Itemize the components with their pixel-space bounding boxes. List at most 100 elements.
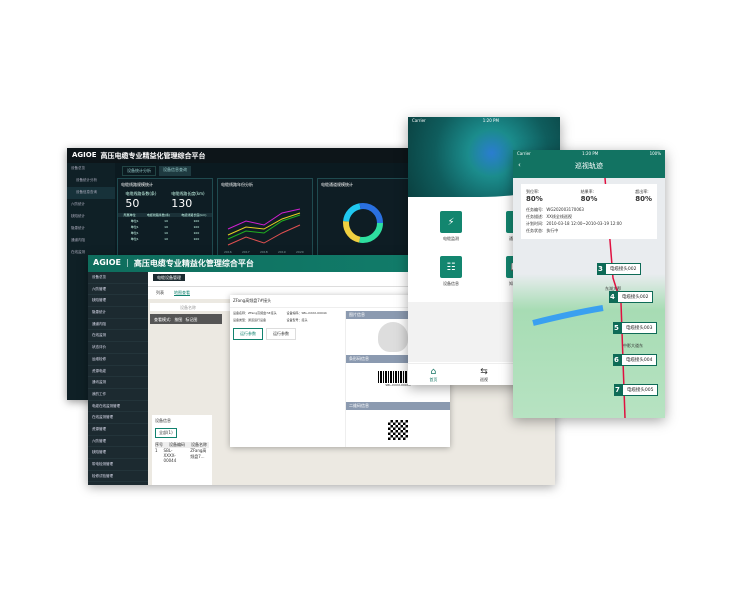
series-line [227, 224, 301, 246]
sidebar-item[interactable]: 资源管理 [88, 424, 148, 436]
series-line [227, 212, 301, 236]
sidebar-item[interactable]: 缺陷管理 [88, 295, 148, 308]
table-row: 单位1 10 100 [130, 225, 200, 229]
section-title: 二维码信息 [346, 402, 450, 410]
sidebar-item[interactable]: 资源电缆 [88, 366, 148, 378]
place-label: 中影大道东 [623, 343, 643, 348]
sidebar-item[interactable]: 隐患统计 [88, 307, 148, 319]
sidebar-item[interactable]: 隐患统计 [71, 226, 85, 230]
info-row: 任务描述: XX线全线巡视 [526, 214, 572, 219]
sidebar-item[interactable]: 通道内阻 [71, 238, 85, 242]
checkpoint-marker[interactable]: 4 电缆接头002 [609, 291, 654, 303]
sidebar-item[interactable]: 设备信息查询 [67, 187, 115, 199]
panel-title: 电缆通道规模统计 [321, 182, 353, 187]
filter-button[interactable]: 全部(1) [155, 428, 177, 438]
tile-button[interactable]: ☷ 设备信息 [418, 256, 484, 287]
mode-label: 查看模式: [154, 317, 172, 322]
sidebar-item[interactable]: 电缆在线监测管理 [88, 401, 148, 413]
checkpoint-marker[interactable]: 7 电缆接头005 [614, 384, 659, 396]
app-title: 高压电缆专业精益化管理综合平台 [133, 259, 254, 268]
info-row: 任务状态: 执行中 [526, 228, 559, 233]
back-icon[interactable]: ‹ [518, 161, 521, 169]
sidebar-item[interactable]: 设备统计分析 [76, 178, 97, 182]
sidebar-item[interactable]: 在线监测 [88, 330, 148, 343]
section-title: 图片信息 [346, 311, 450, 319]
map[interactable]: 到位率: 80% 结果率: 80% 超出率: 80% 任务编号: WG20200317006… [513, 178, 665, 418]
line-chart: 2016 2017 2018 2019 2020 [224, 208, 304, 254]
sidebar-item[interactable]: 缺陷管理 [88, 447, 148, 459]
series-line [227, 214, 301, 240]
panel-title: 电缆线路年份分析 [221, 182, 253, 187]
sidebar-item[interactable]: 我的工作 [88, 389, 148, 401]
stat: 超出率: 80% [635, 189, 652, 203]
nav-item[interactable]: ⌂ 首页 [429, 367, 438, 382]
tab-device-management[interactable]: 电缆设备管理 [153, 274, 185, 281]
info-row: 任务编号: WG202003170063 [526, 207, 584, 212]
camera-image [378, 322, 408, 352]
sidebar-item[interactable]: 在线监测 [71, 250, 85, 254]
tab-params-2[interactable]: 运行参数 [266, 328, 296, 340]
stat-value: 50 [125, 197, 140, 210]
info-row: 计划时间: 2010-03-18 12:00~2010-03-19 12:00 [526, 221, 622, 226]
table-row: 单位1 10 100 [130, 219, 200, 223]
sidebar-item[interactable]: 六防管理 [88, 284, 148, 296]
panel-title: 设备信息 [155, 418, 171, 423]
dashboard-header: AGIOE 高压电缆专业精益化管理综合平台 [67, 148, 412, 163]
patrol-icon: ⇆ [480, 367, 488, 377]
channel-scale-panel: 电缆通道规模统计 [317, 178, 412, 256]
logo: AGIOE [72, 151, 97, 159]
sidebar-item[interactable]: 状态评价 [88, 342, 148, 354]
stat: 结果率: 80% [580, 189, 598, 203]
checkpoint-marker[interactable]: 5 电缆接头003 [613, 322, 658, 334]
sidebar-item[interactable]: 通道内阻 [88, 319, 148, 331]
tab[interactable]: 设备统计分析 [122, 166, 156, 176]
table-row: 单位1 10 100 [130, 231, 200, 235]
sidebar-item[interactable]: 六防统计 [71, 202, 85, 206]
checkpoint-marker[interactable]: 6 电缆接头004 [613, 354, 658, 366]
subtab-map[interactable]: 地图查看 [174, 290, 190, 296]
device-list-panel: 设备信息 全部(1) 序号 设备编码 设备名称 1 SBL-XXXX-00044 ZFa… [152, 415, 212, 485]
table-header: 所属单位 电缆线路条数(条) 电缆线路长度(km) [118, 213, 212, 217]
app-title: 高压电缆专业精益化管理综合平台 [100, 152, 206, 160]
tab-params[interactable]: 运行参数 [233, 328, 263, 340]
x-tick-label: 2019 [278, 250, 286, 254]
home-icon: ⌂ [430, 367, 437, 377]
sidebar-item[interactable]: 检修试验管理 [88, 471, 148, 483]
donut-slice [343, 203, 383, 243]
tile-button[interactable]: ⚡ 电缆监测 [418, 211, 484, 242]
stat-label: 电缆线路长度(km) [171, 191, 205, 196]
sidebar-item[interactable]: 在线监测管理 [88, 412, 148, 424]
sidebar-item[interactable]: 运维检修 [88, 354, 148, 366]
line-scale-panel: 电缆线路规模统计 电缆线路条数(条) 50 电缆线路长度(km) 130 所属单位电… [117, 178, 213, 256]
donut-slice [343, 203, 383, 243]
barcode [378, 371, 412, 383]
mode-radio-marker[interactable]: 标记图 [185, 317, 198, 322]
sidebar-item[interactable]: 缺陷统计 [71, 214, 85, 218]
sidebar-item[interactable]: 通讯监测 [88, 377, 148, 389]
table-row[interactable]: 1 SBL-XXXX-00044 ZFang高频盘7... [155, 448, 207, 463]
mode-radio-map[interactable]: 按图 [174, 317, 183, 322]
nav-item[interactable]: ⇆ 巡视 [479, 367, 488, 382]
year-analysis-panel: 电缆线路年份分析 2016 2017 2018 2019 2020 [217, 178, 313, 256]
modal-title: ZFang高频盘7#接头 [230, 295, 450, 308]
section-title: 条形码信息 [346, 355, 450, 363]
sidebar-item[interactable]: 设备总览 [71, 166, 85, 170]
page-title: 巡视轨迹 [575, 162, 603, 170]
sidebar-item[interactable]: 设备总览 [88, 272, 148, 284]
sidebar-item[interactable]: 带电检测管理 [88, 459, 148, 471]
logo: AGIOE [93, 258, 121, 267]
donut-chart [343, 203, 383, 243]
tile-icon: ☷ [440, 256, 462, 278]
phone-patrol: Carrier 1:20 PM 100% ‹ 巡视轨迹 到位率: 80% 结果率: 80% 超… [513, 150, 665, 418]
place-label: 东湖大郡 [605, 286, 621, 291]
tab[interactable]: 设备信息查询 [159, 166, 191, 176]
panel-title: 电缆线路规模统计 [121, 182, 153, 187]
x-tick-label: 2017 [242, 250, 250, 254]
task-info-card: 到位率: 80% 结果率: 80% 超出率: 80% 任务编号: WG20200317006… [521, 184, 657, 239]
table-row: 单位1 10 100 [130, 237, 200, 241]
checkpoint-marker[interactable]: 3 电缆接头002 [597, 263, 642, 275]
x-tick-label: 2018 [260, 250, 268, 254]
search-input[interactable]: 设备名称 [150, 303, 240, 311]
subtab-list[interactable]: 列表 [156, 290, 164, 295]
sidebar-item[interactable]: 六防管理 [88, 436, 148, 448]
